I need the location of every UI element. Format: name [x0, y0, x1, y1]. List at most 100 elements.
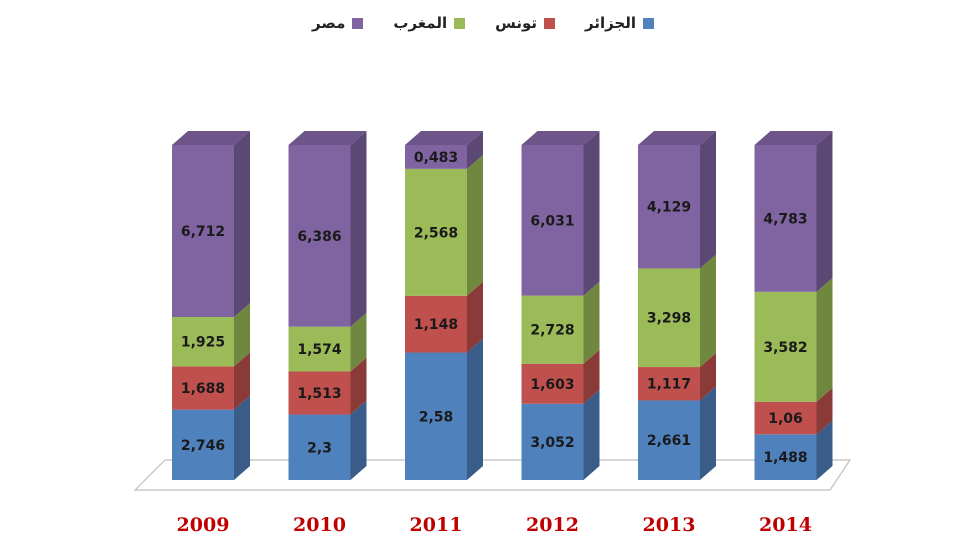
data-label-egypt-2011: 0,483 — [414, 150, 458, 166]
data-label-tunisia-2010: 1,513 — [297, 386, 341, 402]
legend-item-algeria: الجزائر — [584, 14, 655, 32]
bar-side-algeria-2011 — [467, 338, 483, 480]
bar-side-egypt-2010 — [350, 131, 367, 327]
data-label-morocco-2010: 1,574 — [297, 342, 342, 358]
bar-stack-2012: 3,052 1,603 2,728 6,031 — [521, 131, 600, 480]
bar-side-tunisia-2012 — [583, 349, 600, 404]
bar-segment-morocco-2012 — [521, 295, 584, 364]
bar-side-tunisia-2010 — [350, 357, 367, 415]
data-label-algeria-2010: 2,3 — [307, 440, 332, 456]
bar-top-2014 — [754, 131, 833, 145]
bar-segment-egypt-2014 — [754, 145, 817, 292]
data-label-egypt-2010: 6,386 — [297, 229, 341, 245]
data-label-morocco-2013: 3,298 — [647, 311, 691, 327]
data-label-tunisia-2013: 1,117 — [647, 377, 691, 393]
legend-item-morocco: المغرب — [393, 14, 466, 32]
bar-segment-algeria-2011 — [405, 352, 467, 480]
x-tick-label-2014: 2014 — [759, 514, 812, 536]
legend-item-egypt: مصر — [312, 14, 364, 32]
legend: الجزائر تونس المغرب مصر — [0, 14, 966, 32]
data-label-egypt-2013: 4,129 — [647, 200, 691, 216]
x-tick-label-2011: 2011 — [410, 514, 463, 536]
bar-segment-egypt-2009 — [172, 145, 234, 318]
legend-swatch-morocco — [454, 17, 466, 29]
bar-segment-algeria-2010 — [288, 414, 351, 480]
bar-segment-morocco-2011 — [405, 168, 467, 296]
bar-top-2012 — [521, 131, 600, 145]
bar-segment-tunisia-2012 — [521, 363, 584, 404]
legend-label-egypt: مصر — [312, 14, 346, 32]
bar-side-algeria-2012 — [583, 389, 600, 480]
bar-side-morocco-2014 — [816, 277, 833, 402]
bar-segment-tunisia-2009 — [172, 366, 234, 410]
legend-label-algeria: الجزائر — [584, 14, 637, 32]
bar-segment-egypt-2012 — [521, 145, 584, 296]
data-label-tunisia-2012: 1,603 — [530, 377, 574, 393]
bar-segment-tunisia-2010 — [288, 371, 351, 415]
bar-side-morocco-2013 — [700, 254, 716, 368]
data-label-algeria-2014: 1,488 — [763, 450, 807, 466]
legend-swatch-egypt — [352, 17, 364, 29]
bar-side-tunisia-2011 — [467, 281, 483, 353]
bar-segment-algeria-2012 — [521, 403, 584, 480]
bar-side-tunisia-2014 — [816, 387, 833, 435]
bar-side-egypt-2013 — [700, 131, 716, 269]
bar-segment-morocco-2013 — [638, 268, 700, 368]
bar-side-algeria-2009 — [234, 395, 250, 480]
bar-stack-2009: 2,746 1,688 1,925 6,712 — [172, 131, 250, 480]
data-label-tunisia-2009: 1,688 — [181, 381, 225, 397]
legend-swatch-tunisia — [543, 17, 555, 29]
bar-side-egypt-2014 — [816, 131, 833, 292]
legend-swatch-algeria — [643, 17, 655, 29]
bar-segment-egypt-2011 — [405, 145, 467, 169]
data-label-algeria-2009: 2,746 — [181, 438, 225, 454]
x-tick-label-2009: 2009 — [177, 514, 230, 536]
bars-group: 2,7461,6881,9256,7122,31,5131,5746,3862,… — [172, 131, 833, 480]
bar-segment-tunisia-2011 — [405, 295, 467, 353]
x-tick-label-2010: 2010 — [293, 514, 346, 536]
bar-top-2013 — [638, 131, 716, 145]
bar-segment-egypt-2013 — [638, 145, 700, 269]
bar-top-2009 — [172, 131, 250, 145]
x-tick-label-2013: 2013 — [643, 514, 696, 536]
legend-label-morocco: المغرب — [393, 14, 448, 32]
data-label-tunisia-2014: 1,06 — [768, 411, 803, 427]
data-label-morocco-2014: 3,582 — [763, 340, 807, 356]
bar-side-morocco-2012 — [583, 281, 600, 364]
x-tick-label-2012: 2012 — [526, 514, 579, 536]
bar-side-egypt-2009 — [234, 131, 250, 318]
legend-item-tunisia: تونس — [495, 14, 555, 32]
bar-side-egypt-2011 — [467, 131, 483, 169]
data-label-algeria-2011: 2,58 — [419, 409, 454, 425]
bar-segment-algeria-2014 — [754, 434, 817, 480]
bar-segment-algeria-2009 — [172, 409, 234, 480]
bar-side-tunisia-2009 — [234, 352, 250, 410]
data-label-egypt-2009: 6,712 — [181, 224, 225, 240]
bar-side-morocco-2011 — [467, 154, 483, 296]
bar-segment-tunisia-2013 — [638, 367, 700, 401]
data-label-algeria-2012: 3,052 — [530, 435, 574, 451]
bar-segment-egypt-2010 — [288, 145, 351, 327]
bar-side-algeria-2010 — [350, 400, 367, 480]
data-label-algeria-2013: 2,661 — [647, 433, 691, 449]
bar-stack-2014: 1,488 1,06 3,582 4,783 — [754, 131, 833, 480]
bar-segment-morocco-2014 — [754, 291, 817, 402]
data-label-egypt-2014: 4,783 — [763, 211, 807, 227]
data-label-morocco-2012: 2,728 — [530, 323, 574, 339]
data-label-morocco-2011: 2,568 — [414, 225, 458, 241]
bar-side-morocco-2009 — [234, 303, 250, 367]
bar-segment-morocco-2010 — [288, 326, 351, 372]
bar-stack-2013: 2,661 1,117 3,298 4,129 — [638, 131, 716, 480]
bar-stack-2010: 2,3 1,513 1,574 6,386 — [288, 131, 367, 480]
data-label-egypt-2012: 6,031 — [530, 213, 574, 229]
bar-side-morocco-2010 — [350, 312, 367, 372]
bar-side-algeria-2013 — [700, 386, 716, 480]
bar-side-algeria-2014 — [816, 420, 833, 480]
bar-stack-2011: 2,58 1,148 2,568 0,483 — [405, 131, 483, 480]
bar-side-egypt-2012 — [583, 131, 600, 296]
legend-label-tunisia: تونس — [495, 14, 537, 32]
bar-side-tunisia-2013 — [700, 353, 716, 401]
bar-segment-morocco-2009 — [172, 317, 234, 367]
bar-top-2010 — [288, 131, 367, 145]
